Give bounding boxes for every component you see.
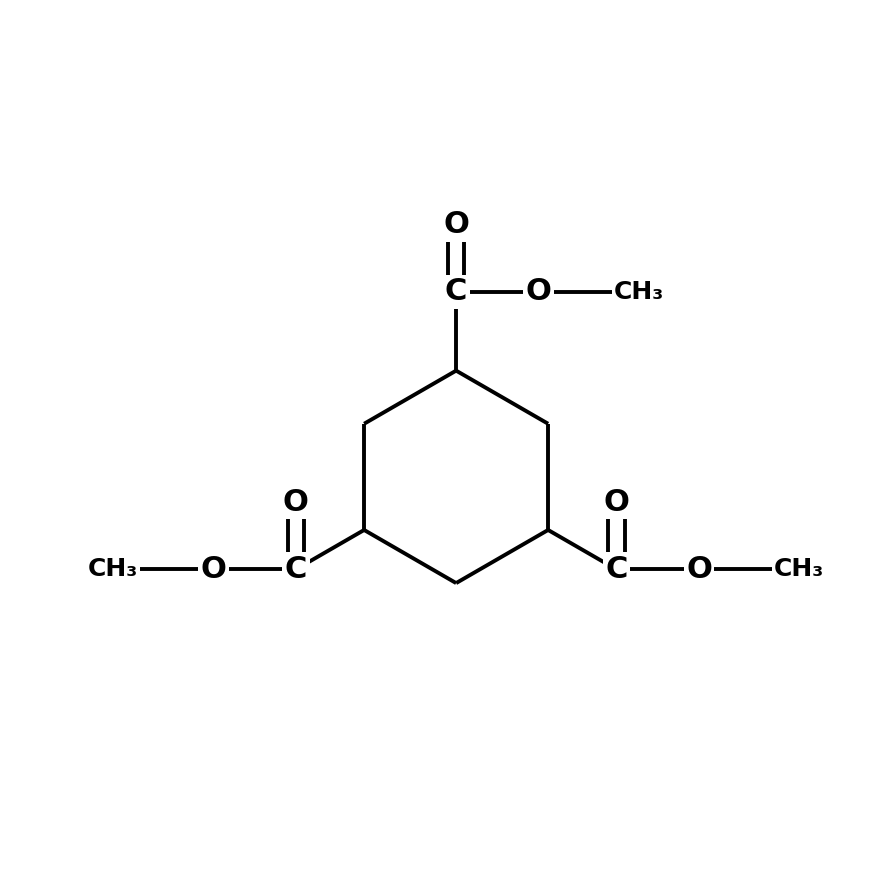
Text: O: O — [443, 210, 469, 239]
Text: CH₃: CH₃ — [774, 557, 824, 581]
Text: O: O — [686, 554, 712, 584]
Text: O: O — [603, 488, 629, 517]
Text: C: C — [605, 554, 627, 584]
Text: CH₃: CH₃ — [614, 279, 664, 303]
Text: O: O — [200, 554, 226, 584]
Text: O: O — [526, 278, 552, 306]
Text: C: C — [445, 278, 467, 306]
Text: O: O — [283, 488, 309, 517]
Text: C: C — [285, 554, 307, 584]
Text: CH₃: CH₃ — [88, 557, 138, 581]
